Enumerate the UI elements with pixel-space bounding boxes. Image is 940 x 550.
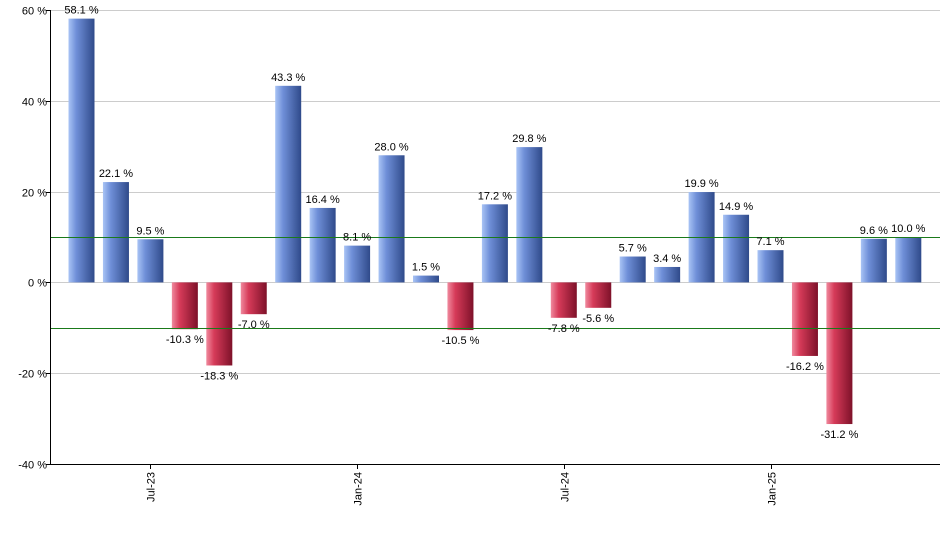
bar-positive: [413, 275, 439, 283]
bar-positive: [137, 239, 164, 283]
bar-value-label: -5.6 %: [582, 313, 614, 325]
bar-value-label: 19.9 %: [684, 178, 718, 190]
bar-value-label: -10.3 %: [166, 334, 204, 346]
bar-value-label: 22.1 %: [99, 168, 133, 180]
bar-positive: [275, 85, 302, 283]
bar-positive: [516, 147, 543, 283]
bar-value-label: 28.0 %: [374, 141, 408, 153]
y-tick-label: 20 %: [22, 188, 47, 200]
bars: [68, 18, 922, 425]
bar-value-label: 8.1 %: [343, 232, 371, 244]
bar-value-label: -16.2 %: [786, 361, 824, 373]
x-tick-label: Jan-25: [767, 472, 779, 506]
bar-value-label: -10.5 %: [441, 335, 479, 347]
bar-negative: [206, 282, 233, 366]
bar-value-label: 43.3 %: [271, 72, 305, 84]
bar-positive: [654, 266, 681, 283]
bar-value-label: -7.8 %: [548, 323, 580, 335]
bar-positive: [757, 250, 784, 283]
bar-positive: [619, 256, 646, 283]
bar-value-label: -7.0 %: [238, 319, 270, 331]
bar-positive: [723, 214, 750, 283]
bar-negative: [585, 282, 612, 308]
bar-positive: [378, 155, 405, 283]
bar-value-label: 3.4 %: [653, 253, 681, 265]
y-tick-label: 0 %: [28, 278, 47, 290]
x-tick-label: Jul-24: [560, 472, 572, 502]
bar-value-label: 10.0 %: [891, 223, 925, 235]
bar-value-label: 9.6 %: [860, 225, 888, 237]
data-labels: 58.1 % 22.1 % 9.5 % -10.3 % -18.3 % -7.0 % 43.…: [64, 5, 925, 441]
bar-positive: [102, 182, 129, 283]
bar-value-label: -18.3 %: [200, 370, 238, 382]
bar-value-label: 29.8 %: [512, 133, 546, 145]
x-tick-label: Jan-24: [353, 472, 365, 506]
y-tick-label: 40 %: [22, 97, 47, 109]
bar-positive: [481, 204, 508, 283]
bar-value-label: 5.7 %: [619, 243, 647, 255]
bar-negative: [550, 282, 577, 318]
bar-negative: [791, 282, 818, 356]
bar-negative: [240, 282, 267, 315]
y-tick-label: -40 %: [18, 460, 47, 472]
bar-negative: [447, 282, 474, 331]
bar-positive: [895, 237, 922, 283]
bar-value-label: -31.2 %: [820, 429, 858, 441]
bar-value-label: 7.1 %: [756, 236, 784, 248]
y-tick-label: 60 %: [22, 6, 47, 18]
bar-value-label: 58.1 %: [64, 5, 98, 17]
axes: 60 % 40 % 20 % 0 % -20 % -40 % Jul-23 Jan-24 Jul…: [18, 6, 940, 506]
reference-lines: [50, 237, 940, 329]
bar-value-label: 16.4 %: [306, 194, 340, 206]
bar-positive: [309, 207, 336, 283]
y-tick-label: -20 %: [18, 369, 47, 381]
bar-positive: [860, 238, 887, 283]
bar-negative: [171, 282, 198, 330]
bar-value-label: 14.9 %: [719, 201, 753, 213]
bar-value-label: 1.5 %: [412, 262, 440, 274]
bar-value-label: 17.2 %: [478, 190, 512, 202]
bar-negative: [826, 282, 853, 425]
bar-positive: [68, 18, 95, 283]
bar-positive: [344, 245, 371, 283]
x-tick-label: Jul-23: [146, 472, 158, 502]
bar-value-label: 9.5 %: [136, 225, 164, 237]
